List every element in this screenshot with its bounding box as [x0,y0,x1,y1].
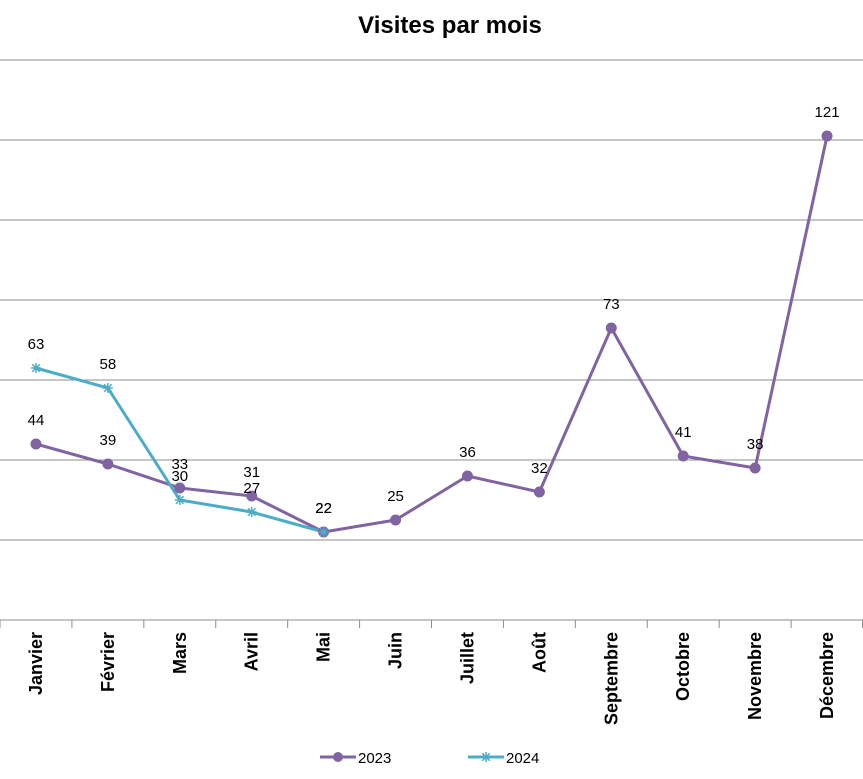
series-2023-line [35,135,829,534]
series-2024-marker [318,527,329,537]
legend-marker [481,752,491,762]
series-lines [35,135,829,534]
series-2023-marker [533,486,545,498]
x-tick-label: Décembre [817,632,837,719]
data-label: 27 [243,480,260,497]
marker-stroke [175,495,185,505]
data-label: 41 [675,424,692,441]
legend-item: 2024 [468,750,539,767]
data-label: 63 [28,336,45,353]
x-tick-label: Avril [242,632,262,671]
series-2023-marker [821,130,833,142]
marker-stroke [481,752,491,762]
data-label: 33 [171,456,188,473]
series-2023-marker [174,482,186,494]
marker-stroke [103,383,113,393]
x-tick-label: Juin [386,632,406,669]
legend-label: 2024 [506,750,539,767]
data-label: 38 [747,436,764,453]
x-tick-label: Mai [314,632,334,662]
series-markers [30,130,833,538]
series-2023-marker [461,470,473,482]
marker-stroke [319,527,328,537]
data-label: 25 [387,488,404,505]
x-tick-label: Octobre [673,632,693,701]
data-label: 36 [459,444,476,461]
series-2023-marker [246,490,258,502]
series-2023-marker [390,514,402,526]
data-label: 39 [100,432,117,449]
series-2024-marker [102,383,113,393]
data-label: 32 [531,460,548,477]
data-label: 121 [815,104,840,121]
series-2023-marker [677,450,689,462]
data-label: 31 [243,464,260,481]
x-tick-label: Août [529,632,549,673]
marker-stroke [247,507,256,517]
data-label: 58 [100,356,117,373]
series-2024-marker [30,363,41,373]
series-2023-marker [30,438,42,450]
x-axis: Janvier Février Mars Avril Mai Juin Juillet Aoû… [0,619,863,725]
legend-marker [333,752,343,762]
legend-item: 2023 [320,750,391,767]
series-2024-line [35,366,325,534]
x-tick-label: Novembre [745,632,765,720]
x-tick-label: Mars [170,632,190,674]
x-tick-label: Septembre [601,632,621,725]
x-tick-label: Février [98,632,118,692]
series-2024-marker [246,507,257,517]
series-2023-marker [605,322,617,334]
series-2023-marker [102,458,114,470]
legend-label: 2023 [358,750,391,767]
x-tick-label: Janvier [26,632,46,695]
legend: 2023 2024 [320,750,539,767]
series-2023-marker [749,462,761,474]
data-label: 73 [603,296,620,313]
x-tick-label: Juillet [457,632,477,684]
gridlines [0,59,863,541]
data-label: 22 [315,500,332,517]
data-label: 22 [315,500,332,517]
series-2024-marker [174,495,185,505]
chart-title: Visites par mois [358,12,542,39]
data-label: 44 [28,412,45,429]
marker-stroke [31,363,41,373]
data-label: 30 [171,468,188,485]
